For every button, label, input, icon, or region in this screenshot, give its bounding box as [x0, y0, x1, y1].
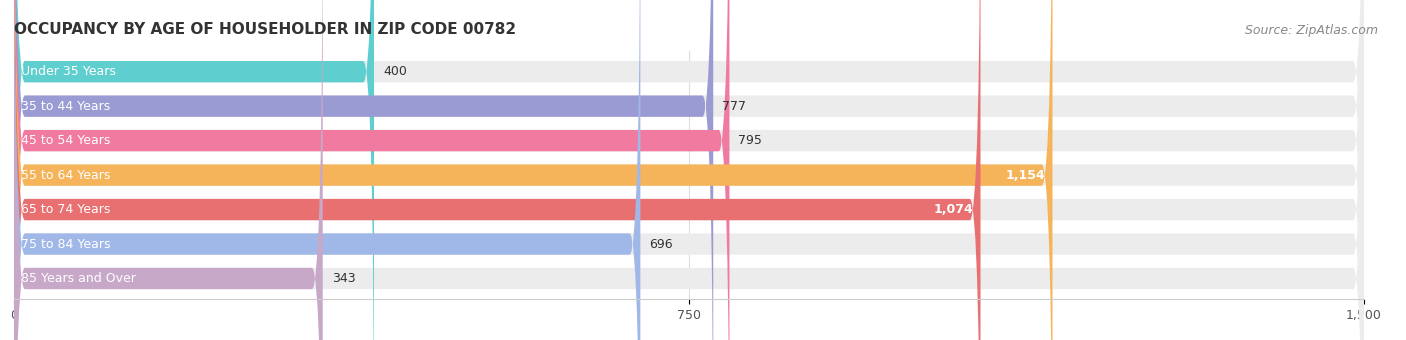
Text: 35 to 44 Years: 35 to 44 Years	[21, 100, 111, 113]
Text: 343: 343	[332, 272, 356, 285]
FancyBboxPatch shape	[14, 0, 730, 340]
FancyBboxPatch shape	[14, 0, 980, 340]
Text: 795: 795	[738, 134, 762, 147]
FancyBboxPatch shape	[14, 0, 323, 340]
Text: 65 to 74 Years: 65 to 74 Years	[21, 203, 111, 216]
Text: 1,154: 1,154	[1005, 169, 1045, 182]
Text: 400: 400	[382, 65, 406, 78]
FancyBboxPatch shape	[14, 0, 1364, 340]
Text: 75 to 84 Years: 75 to 84 Years	[21, 238, 111, 251]
FancyBboxPatch shape	[14, 0, 713, 340]
Text: 55 to 64 Years: 55 to 64 Years	[21, 169, 111, 182]
Text: OCCUPANCY BY AGE OF HOUSEHOLDER IN ZIP CODE 00782: OCCUPANCY BY AGE OF HOUSEHOLDER IN ZIP C…	[14, 22, 516, 37]
FancyBboxPatch shape	[14, 0, 1364, 340]
Text: 1,074: 1,074	[934, 203, 973, 216]
FancyBboxPatch shape	[14, 0, 374, 340]
Text: Source: ZipAtlas.com: Source: ZipAtlas.com	[1244, 24, 1378, 37]
FancyBboxPatch shape	[14, 0, 1053, 340]
Text: 777: 777	[723, 100, 747, 113]
FancyBboxPatch shape	[14, 0, 1364, 340]
Text: 85 Years and Over: 85 Years and Over	[21, 272, 136, 285]
FancyBboxPatch shape	[14, 0, 1364, 340]
FancyBboxPatch shape	[14, 0, 640, 340]
FancyBboxPatch shape	[14, 0, 1364, 340]
Text: Under 35 Years: Under 35 Years	[21, 65, 117, 78]
Text: 696: 696	[650, 238, 673, 251]
FancyBboxPatch shape	[14, 0, 1364, 340]
Text: 45 to 54 Years: 45 to 54 Years	[21, 134, 111, 147]
FancyBboxPatch shape	[14, 0, 1364, 340]
